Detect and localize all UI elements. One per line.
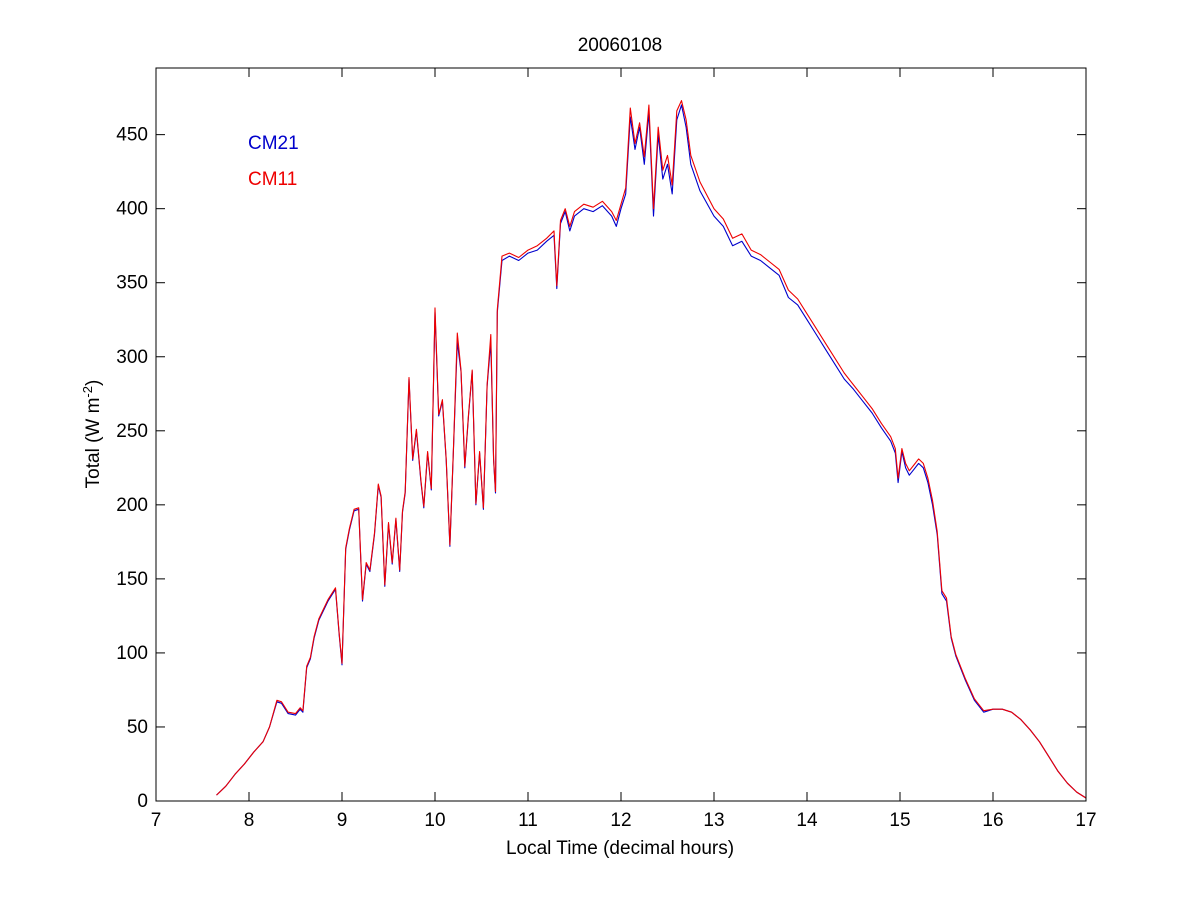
y-tick-label: 300 — [116, 347, 148, 368]
x-tick-label: 8 — [244, 810, 255, 831]
x-tick-label: 10 — [424, 810, 445, 831]
x-tick-label: 15 — [889, 810, 910, 831]
x-tick-label: 9 — [337, 810, 348, 831]
x-tick-label: 12 — [610, 810, 631, 831]
x-tick-label: 14 — [796, 810, 818, 831]
y-axis-label: Total (W m-2) — [80, 380, 105, 489]
legend-entry-cm11: CM11 — [248, 169, 297, 190]
y-axis-label-main: Total (W m — [83, 398, 104, 489]
y-tick-label: 50 — [127, 717, 148, 738]
x-tick-label: 7 — [151, 810, 162, 831]
y-tick-label: 150 — [116, 569, 148, 590]
series-layer — [216, 100, 1087, 799]
y-axis-label-superscript: -2 — [80, 386, 95, 398]
x-tick-label: 17 — [1075, 810, 1096, 831]
y-tick-label: 450 — [116, 125, 148, 146]
y-tick-label: 350 — [116, 273, 148, 294]
y-axis-label-close: ) — [83, 380, 104, 386]
x-tick-label: 11 — [518, 810, 538, 831]
chart-title: 20060108 — [578, 35, 663, 56]
tick-layer: 7 8 9 10 11 12 13 14 15 16 17 0 50 100 150 200 250 300 350… — [116, 68, 1097, 831]
y-tick-label: 0 — [137, 791, 148, 812]
y-tick-label: 100 — [116, 643, 148, 664]
y-tick-label: 200 — [116, 495, 148, 516]
x-tick-label: 13 — [703, 810, 724, 831]
x-tick-label: 16 — [982, 810, 1003, 831]
y-tick-label: 250 — [116, 421, 148, 442]
x-axis-label: Local Time (decimal hours) — [506, 838, 734, 859]
legend: CM21 CM11 — [248, 133, 299, 190]
legend-entry-cm21: CM21 — [248, 133, 299, 154]
y-tick-label: 400 — [116, 199, 148, 220]
series-line-cm11 — [216, 100, 1087, 799]
